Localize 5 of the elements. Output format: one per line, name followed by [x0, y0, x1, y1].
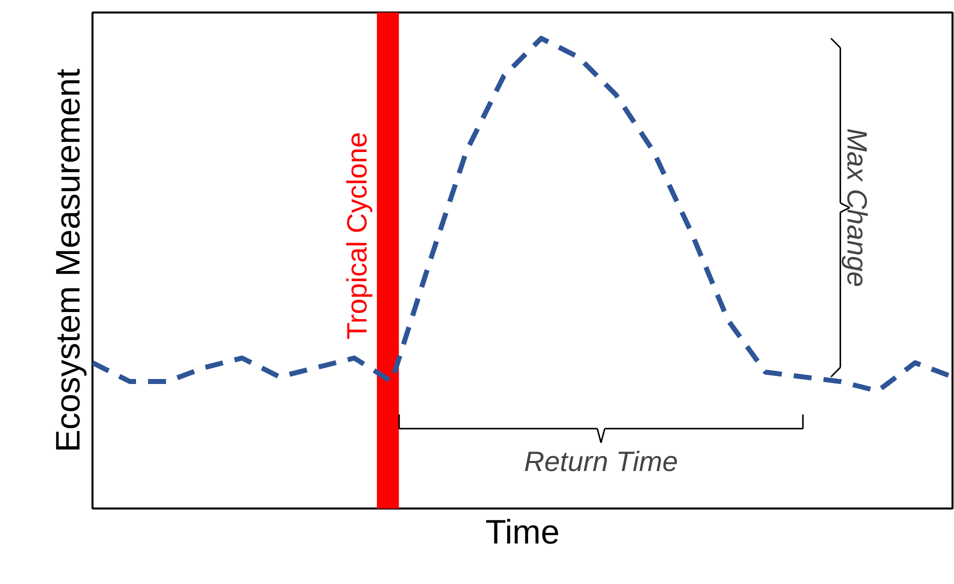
x-axis-title: Time: [485, 514, 560, 552]
y-axis-title: Ecosystem Measurement: [50, 68, 88, 452]
annotation: Max Change: [842, 128, 873, 287]
annotation: Return Time: [524, 446, 678, 477]
text: Tropical Cyclone: [342, 132, 373, 340]
